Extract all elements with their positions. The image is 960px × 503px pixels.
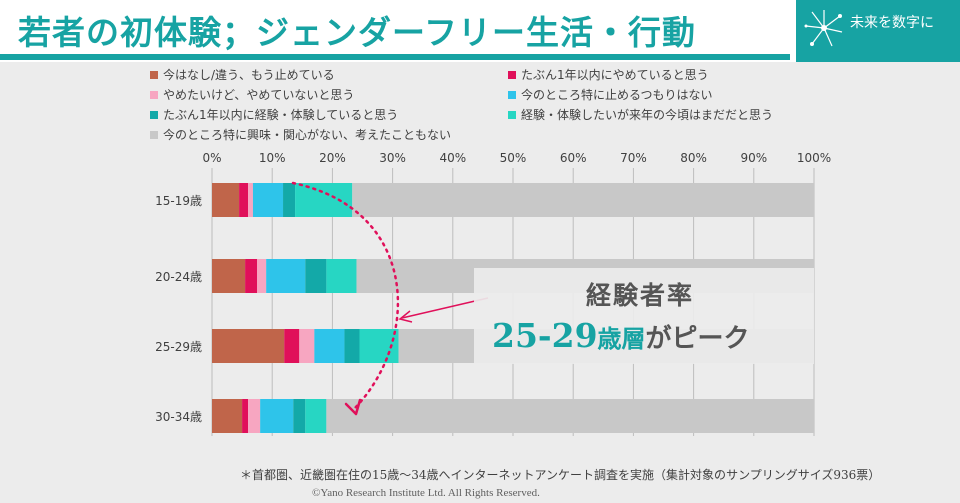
pointer-arrow-line [401,297,489,319]
x-tick-label: 30% [379,151,406,165]
legend-label: 今のところ特に興味・関心がない、考えたこともない [163,128,452,142]
x-tick-label: 50% [500,151,527,165]
x-tick-label: 80% [680,151,707,165]
legend-label: 今のところ特に止めるつもりはない [521,88,713,102]
y-category-label: 25-29歳 [155,340,202,354]
brand-text: 未来を数字に [850,15,934,31]
callout-box [474,268,814,364]
bar-segment [305,399,327,433]
x-tick-label: 100% [797,151,831,165]
callout-rest: がピーク [645,324,750,354]
callout-unit: 歳層 [597,325,646,353]
bar-segment [344,329,360,363]
bar-segment [305,259,327,293]
bar-segment [295,183,353,217]
bar-segment [212,329,285,363]
x-tick-label: 60% [560,151,587,165]
bar-segment [359,329,399,363]
y-category-label: 15-19歳 [155,194,202,208]
legend-item: 今はなし/違う、もう止めている [150,66,335,83]
bar-segment [299,329,315,363]
header-rule [0,54,790,60]
legend-swatch [150,130,158,139]
legend-label: やめたいけど、やめていないと思う [163,88,355,102]
pointer-arrow-head-icon [398,310,413,323]
legend-label: 経験・体験したいが来年の今頃はまだだと思う [521,108,774,122]
x-tick-label: 10% [259,151,286,165]
brand-panel: 未来を数字に [796,0,960,62]
bar-segment [248,183,253,217]
bar-segment [293,399,306,433]
bar-segment [245,259,258,293]
callout-age: 25-29 [492,316,598,355]
legend-swatch [150,90,158,99]
bar-segment [326,259,357,293]
callout-highlight: 25-29歳層がピーク [492,316,750,355]
legend-label: たぶん1年以内に経験・体験していると思う [163,108,399,122]
legend-item: 今のところ特に止めるつもりはない [508,86,713,103]
bar-segment [266,259,306,293]
bar-segment [239,183,249,217]
copyright: ©Yano Research Institute Ltd. All Rights… [312,487,540,499]
x-tick-label: 70% [620,151,647,165]
brand-logo-icon [804,10,843,47]
bar-segment [212,259,246,293]
callout-heading: 経験者率 [586,281,695,310]
legend-item: たぶん1年以内に経験・体験していると思う [150,106,398,123]
bar-segment [283,183,296,217]
x-tick-label: 90% [740,151,767,165]
legend-item: 今のところ特に興味・関心がない、考えたこともない [150,126,451,143]
bar-segment [352,183,814,217]
bar-segment [242,399,249,433]
dotted-arrow-head-icon [344,398,362,416]
survey-note: ＊首都圏、近畿圏在住の15歳～34歳へインターネットアンケート調査を実施（集計対… [240,468,881,482]
legend-swatch [150,110,158,119]
x-tick-label: 20% [319,151,346,165]
x-tick-label: 40% [439,151,466,165]
legend-item: たぶん1年以内にやめていると思う [508,66,709,83]
legend-label: たぶん1年以内にやめていると思う [521,68,709,82]
page-title: 若者の初体験；ジェンダーフリー生活・行動 [18,13,697,52]
legend-swatch [150,70,158,79]
legend-swatch [508,110,516,119]
bar-segment [212,183,240,217]
bar-segment [314,329,345,363]
legend-item: 経験・体験したいが来年の今頃はまだだと思う [508,106,773,123]
bar-segment [212,399,243,433]
bar-segment [260,399,294,433]
bar-segment [326,399,814,433]
y-category-label: 30-34歳 [155,410,202,424]
legend-label: 今はなし/違う、もう止めている [163,68,335,82]
header: 若者の初体験；ジェンダーフリー生活・行動 未来を数字に [0,0,960,62]
legend-swatch [508,90,516,99]
dotted-arrow-path [291,181,400,410]
legend-swatch [508,70,516,79]
bar-segment [257,259,267,293]
bar-segment [252,183,284,217]
bar-segment [284,329,300,363]
x-tick-label: 0% [202,151,221,165]
legend-item: やめたいけど、やめていないと思う [150,86,354,103]
y-category-label: 20-24歳 [155,270,202,284]
bar-segment [248,399,261,433]
